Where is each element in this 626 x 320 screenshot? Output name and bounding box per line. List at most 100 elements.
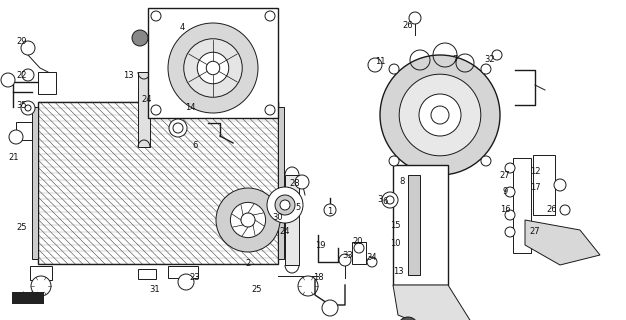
Text: 8: 8 [399, 178, 404, 187]
Bar [393, 165, 448, 285]
Circle shape [184, 39, 242, 97]
Circle shape [265, 105, 275, 115]
Circle shape [22, 69, 34, 81]
Text: 3: 3 [377, 196, 382, 204]
Polygon shape [525, 220, 600, 265]
Circle shape [275, 195, 295, 215]
Circle shape [560, 205, 570, 215]
Text: 30: 30 [273, 213, 284, 222]
Bar [32, 107, 38, 259]
Circle shape [389, 156, 399, 166]
Circle shape [267, 187, 303, 223]
Circle shape [132, 30, 148, 46]
Text: 27: 27 [500, 171, 510, 180]
Bar [352, 242, 366, 264]
Circle shape [419, 94, 461, 136]
Text: 13: 13 [393, 268, 403, 276]
Bar [533, 155, 555, 215]
Circle shape [168, 23, 258, 113]
Text: 27: 27 [530, 228, 540, 236]
Circle shape [9, 130, 23, 144]
Circle shape [169, 119, 187, 137]
Text: 25: 25 [252, 285, 262, 294]
Circle shape [295, 175, 309, 189]
Text: 11: 11 [375, 58, 385, 67]
Text: 25: 25 [17, 223, 28, 233]
Circle shape [206, 61, 220, 75]
Bar [138, 72, 150, 147]
Bar [30, 266, 52, 280]
Text: 12: 12 [530, 167, 540, 177]
Text: 19: 19 [315, 241, 326, 250]
Text: 26: 26 [546, 205, 557, 214]
Text: 4: 4 [180, 23, 185, 33]
Bar [16, 122, 32, 140]
Circle shape [505, 227, 515, 237]
Circle shape [173, 123, 183, 133]
Text: 34: 34 [367, 253, 377, 262]
Circle shape [324, 204, 336, 216]
Text: 29: 29 [17, 37, 28, 46]
Bar [38, 72, 56, 94]
Circle shape [368, 58, 382, 72]
Circle shape [230, 203, 265, 237]
Text: 24: 24 [141, 95, 152, 105]
Text: 35: 35 [17, 100, 28, 109]
Circle shape [241, 213, 255, 227]
Circle shape [265, 11, 275, 21]
Circle shape [505, 210, 515, 220]
Circle shape [197, 52, 228, 84]
Text: 5: 5 [295, 204, 300, 212]
Text: 6: 6 [192, 140, 198, 149]
Text: 26: 26 [403, 20, 413, 29]
Circle shape [151, 11, 161, 21]
Text: 28: 28 [290, 179, 300, 188]
Circle shape [492, 50, 502, 60]
Bar [138, 269, 156, 279]
Circle shape [151, 105, 161, 115]
Circle shape [1, 73, 15, 87]
Text: 1: 1 [327, 207, 332, 217]
Circle shape [25, 105, 31, 111]
Circle shape [481, 156, 491, 166]
Text: 7: 7 [453, 55, 458, 65]
Text: 20: 20 [352, 237, 363, 246]
Circle shape [481, 64, 491, 74]
Text: 13: 13 [123, 70, 133, 79]
Bar [38, 102, 278, 264]
Text: 31: 31 [150, 285, 160, 294]
Bar [285, 175, 299, 265]
Circle shape [389, 64, 399, 74]
Circle shape [339, 254, 351, 266]
Circle shape [505, 187, 515, 197]
Text: 2: 2 [245, 259, 250, 268]
Text: 9: 9 [503, 188, 508, 196]
Circle shape [398, 317, 418, 320]
Circle shape [409, 12, 421, 24]
Circle shape [386, 196, 394, 204]
Text: 15: 15 [390, 220, 400, 229]
Circle shape [21, 41, 35, 55]
Circle shape [322, 300, 338, 316]
Circle shape [382, 192, 398, 208]
Circle shape [21, 101, 35, 115]
Text: 21: 21 [9, 154, 19, 163]
Circle shape [367, 257, 377, 267]
Circle shape [399, 74, 481, 156]
Bar [148, 8, 278, 118]
Circle shape [380, 55, 500, 175]
Circle shape [431, 106, 449, 124]
Text: 6: 6 [382, 197, 387, 206]
Text: 24: 24 [280, 228, 290, 236]
Text: 17: 17 [530, 183, 540, 193]
Text: 22: 22 [17, 70, 28, 79]
Text: 10: 10 [390, 238, 400, 247]
Text: 16: 16 [500, 205, 510, 214]
Text: 14: 14 [185, 103, 195, 113]
Circle shape [280, 200, 290, 210]
Circle shape [298, 276, 318, 296]
Circle shape [354, 243, 364, 253]
Circle shape [178, 274, 194, 290]
Bar [12, 292, 44, 304]
Bar [513, 158, 531, 253]
